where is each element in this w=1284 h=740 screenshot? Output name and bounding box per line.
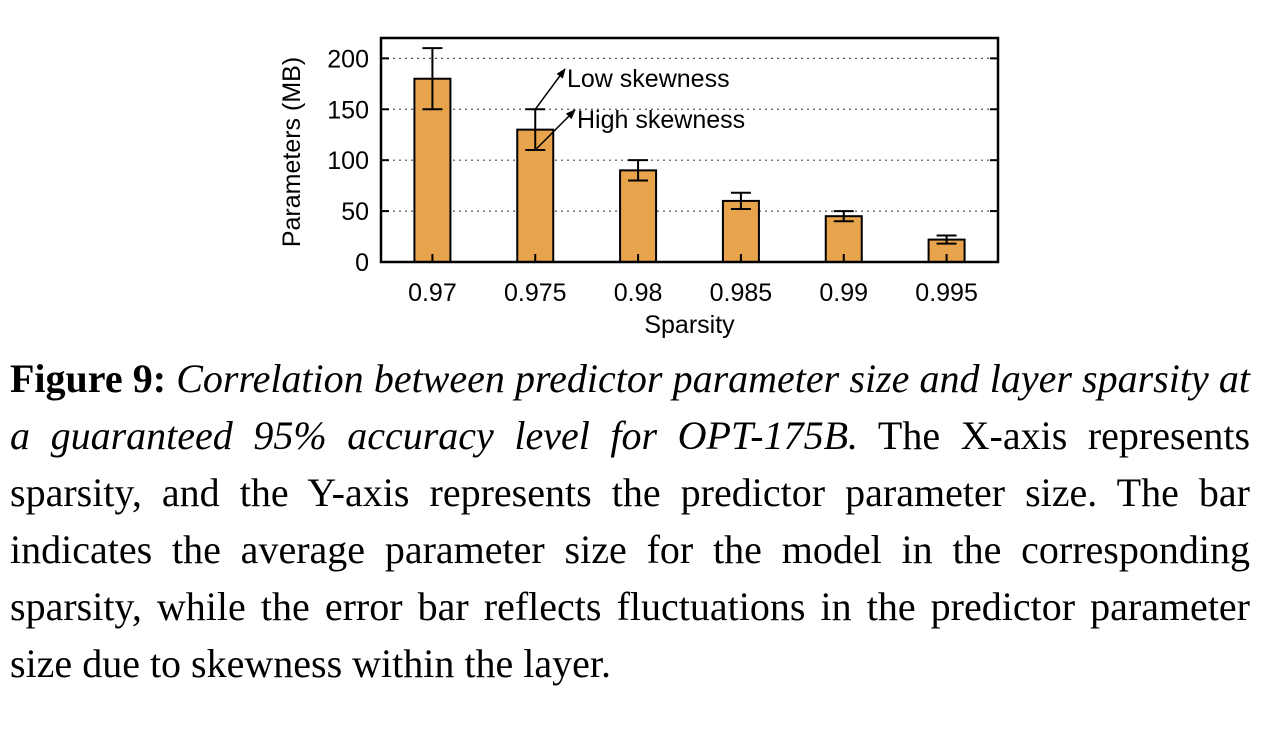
- x-tick-label: 0.97: [408, 279, 457, 307]
- x-tick-label: 0.985: [710, 279, 773, 307]
- caption-body: The X-axis represents sparsity, and the …: [10, 413, 1251, 686]
- annotation-label: Low skewness: [567, 65, 730, 93]
- figure-caption: Figure 9: Correlation between predictor …: [10, 350, 1250, 692]
- caption-italic: Correlation between predictor parameter …: [10, 356, 1251, 458]
- annotation-label: High skewness: [577, 106, 745, 134]
- y-tick-label: 150: [327, 96, 369, 124]
- x-axis-ticks: 0.97 0.975 0.98 0.985 0.99 0.995: [408, 254, 978, 307]
- gridlines: [381, 57, 998, 212]
- x-axis-label: Sparsity: [644, 311, 735, 339]
- bar: [721, 199, 760, 263]
- x-tick-label: 0.98: [614, 279, 663, 307]
- x-tick-label: 0.975: [504, 279, 567, 307]
- bar: [619, 169, 658, 263]
- bar-chart: 0 50 100 150 200 0.97 0.975 0.98 0.985 0.99 0.995…: [278, 36, 1000, 339]
- annotation-arrow: [534, 109, 576, 151]
- plot-frame: [379, 36, 1000, 264]
- x-tick-label: 0.995: [915, 279, 978, 307]
- caption-label: Figure 9:: [10, 356, 167, 401]
- y-axis-ticks: 0 50 100 150 200: [327, 45, 998, 277]
- annotation-arrow: [534, 68, 566, 110]
- y-tick-label: 50: [341, 198, 369, 226]
- x-tick-label: 0.99: [819, 279, 868, 307]
- y-axis-label: Parameters (MB): [278, 57, 306, 247]
- annotations: Low skewness High skewness: [534, 65, 745, 151]
- y-tick-label: 0: [355, 249, 369, 277]
- y-tick-label: 200: [327, 45, 369, 73]
- y-tick-label: 100: [327, 147, 369, 175]
